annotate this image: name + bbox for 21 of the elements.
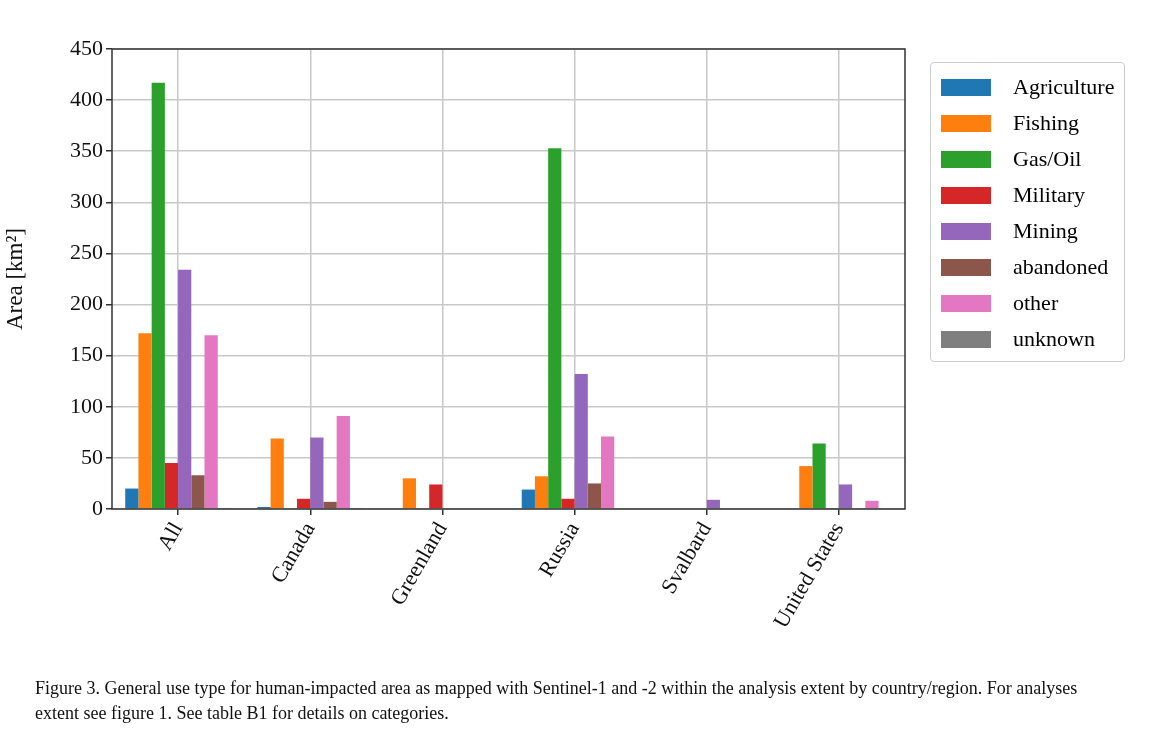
y-tick-label: 400: [70, 85, 103, 111]
x-tick-label: All: [151, 517, 188, 555]
legend-label: Fishing: [1013, 110, 1080, 136]
caption: Figure 3. General use type for human-impacted area as mapped with Sentinel-1 and -2 within the analysis extent by country/region. For analyses extent see figure 1. See table B1 for details on categories.: [35, 677, 1079, 725]
y-tick-label: 100: [70, 392, 103, 418]
y-tick-label: 200: [70, 290, 103, 316]
y-axis-title: Area [km²]: [1, 227, 27, 331]
legend-label: Military: [1013, 182, 1086, 208]
y-tick-label: 250: [70, 239, 103, 265]
legend-label: other: [1013, 290, 1059, 316]
legend-label: unknown: [1013, 326, 1095, 352]
legend-label: abandoned: [1013, 254, 1109, 280]
y-tick-label: 300: [70, 188, 103, 214]
legend-label: Agriculture: [1013, 74, 1115, 100]
legend-label: Gas/Oil: [1013, 146, 1082, 172]
y-tick-label: 350: [70, 137, 103, 162]
y-tick-label: 150: [70, 341, 103, 367]
y-tick-label: 0: [92, 494, 103, 520]
y-tick-label: 50: [81, 443, 103, 469]
legend-label: Mining: [1013, 218, 1078, 244]
y-tick-label: 450: [70, 34, 103, 60]
